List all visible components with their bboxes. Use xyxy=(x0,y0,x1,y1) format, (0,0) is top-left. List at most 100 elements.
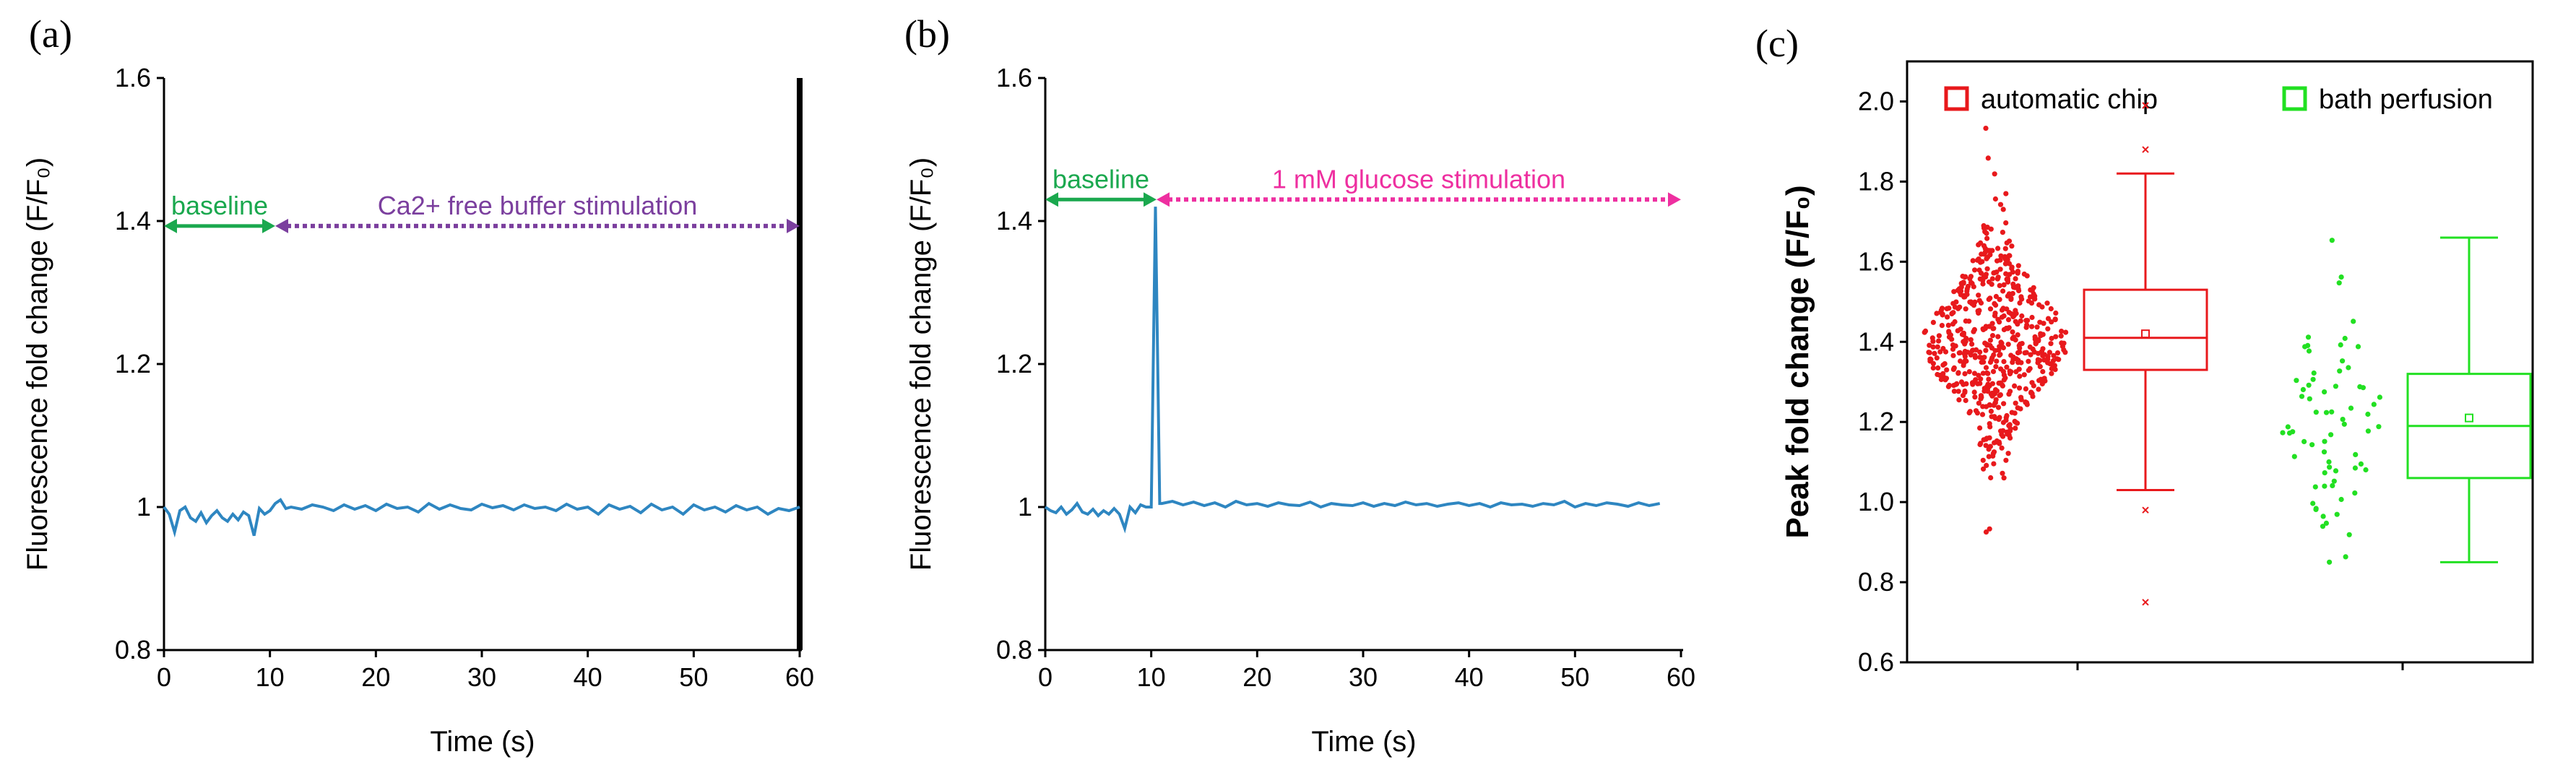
data-point xyxy=(1997,202,2004,207)
data-point xyxy=(2030,394,2036,399)
data-point xyxy=(2309,442,2315,448)
data-point xyxy=(1943,376,1950,381)
data-point xyxy=(2328,432,2334,438)
data-point xyxy=(2001,475,2007,481)
data-point xyxy=(1958,326,1963,332)
x-tick-label: 30 xyxy=(467,662,496,692)
data-point xyxy=(1967,409,1973,415)
data-point xyxy=(2036,338,2041,344)
data-point xyxy=(1962,389,1968,395)
data-point xyxy=(1952,304,1958,310)
data-point xyxy=(1982,229,1988,235)
data-point xyxy=(1991,449,1997,455)
data-point xyxy=(2052,367,2058,373)
data-point xyxy=(1939,323,1945,329)
data-point xyxy=(1930,319,1936,325)
data-point xyxy=(1981,466,1987,472)
panel-a-label: (a) xyxy=(29,12,72,56)
data-point xyxy=(1936,333,1942,339)
data-point xyxy=(2049,335,2054,342)
bath-perfusion-points xyxy=(2280,238,2382,565)
box-mean-marker xyxy=(2465,413,2473,423)
data-point xyxy=(1992,270,1997,276)
data-point xyxy=(2015,350,2021,355)
data-point xyxy=(1971,371,1978,376)
data-point xyxy=(1997,319,2002,325)
data-point xyxy=(2006,432,2012,438)
baseline-arrow-head-right xyxy=(262,218,275,233)
data-point xyxy=(2002,256,2009,262)
panel-a: (a) 0.8 1 1.2 1.4 1.6 0 10 20 30 40 50 60 baseline… xyxy=(22,12,814,758)
data-point xyxy=(2016,287,2022,293)
data-point xyxy=(2041,321,2046,326)
data-point xyxy=(1993,293,1999,300)
x-tick-label: 30 xyxy=(1349,662,1378,692)
data-point xyxy=(2010,360,2015,365)
x-tick-label: 50 xyxy=(1560,662,1589,692)
data-point xyxy=(2365,411,2371,417)
data-point xyxy=(2026,298,2031,304)
data-point xyxy=(1936,338,1942,344)
data-point xyxy=(2018,406,2023,412)
data-point xyxy=(2017,373,2023,379)
data-point xyxy=(1978,393,1984,399)
data-point xyxy=(2015,332,2020,338)
data-point xyxy=(2320,514,2326,519)
stimulation-arrow-head-left xyxy=(1157,192,1170,207)
data-point xyxy=(2013,400,2018,406)
data-point xyxy=(1958,379,1965,385)
data-point xyxy=(1989,393,1995,399)
data-point xyxy=(2032,334,2038,339)
data-point xyxy=(1961,280,1966,285)
data-point xyxy=(1963,397,1968,404)
data-point xyxy=(1977,355,1983,360)
data-point xyxy=(2001,282,2007,287)
data-point xyxy=(2029,380,2035,386)
automatic-chip-boxplot xyxy=(2083,102,2208,606)
data-point xyxy=(1961,351,1968,357)
data-point xyxy=(1951,289,1957,295)
data-point xyxy=(1976,400,1981,406)
data-point xyxy=(2377,394,2382,400)
data-point xyxy=(1992,171,1997,177)
data-point xyxy=(2338,342,2343,348)
data-point xyxy=(2331,478,2337,484)
data-point xyxy=(1989,321,1995,326)
data-point xyxy=(1970,258,1976,264)
data-point xyxy=(1956,350,1962,356)
x-tick-label: 20 xyxy=(361,662,390,692)
panel-c-frame xyxy=(1906,60,2534,664)
data-point xyxy=(2305,334,2312,340)
data-point xyxy=(1994,358,2000,364)
data-point xyxy=(2001,359,2007,365)
data-point xyxy=(1944,306,1950,311)
data-point xyxy=(1985,371,1991,376)
data-point xyxy=(2026,368,2031,373)
panel-b-label: (b) xyxy=(904,12,950,56)
data-point xyxy=(2358,461,2364,467)
outlier-marker xyxy=(2142,146,2149,153)
data-point xyxy=(1935,371,1940,378)
data-point xyxy=(2037,364,2043,370)
data-point xyxy=(2061,347,2067,352)
data-point xyxy=(1969,341,1975,347)
data-point xyxy=(2035,357,2041,363)
data-point xyxy=(2000,433,2006,439)
data-point xyxy=(2005,451,2011,456)
panel-b: (b) 0.8 1 1.2 1.4 1.6 0 10 20 30 40 50 60 baseline… xyxy=(904,12,1695,758)
data-point xyxy=(2333,384,2338,389)
y-tick-label: 1.2 xyxy=(1858,407,1894,436)
data-point xyxy=(2305,342,2311,348)
data-point xyxy=(1953,381,1959,387)
data-point xyxy=(2036,386,2041,392)
data-point xyxy=(2323,410,2330,415)
data-point xyxy=(1979,359,1984,365)
data-point xyxy=(2310,501,2316,506)
data-point xyxy=(1974,410,1980,416)
data-point xyxy=(1983,365,1989,371)
data-point xyxy=(2365,428,2371,434)
data-point xyxy=(2032,293,2038,299)
data-point xyxy=(2007,422,2013,428)
data-point xyxy=(1980,404,1986,410)
data-point xyxy=(1989,333,1996,339)
